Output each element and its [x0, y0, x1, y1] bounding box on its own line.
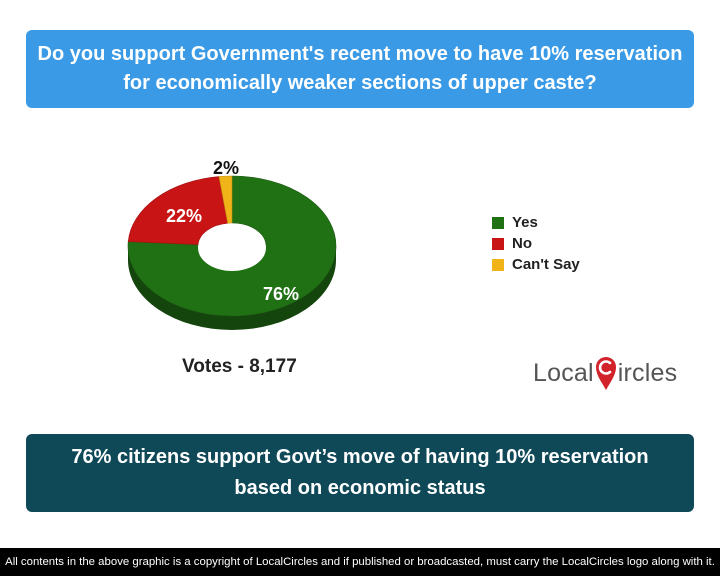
data-label-no: 22% [166, 206, 202, 226]
donut-sides [128, 246, 336, 330]
localcircles-logo: Local ircles [533, 353, 677, 393]
donut-hole [198, 225, 266, 271]
legend-item-no: No [492, 233, 580, 254]
conclusion-banner: 76% citizens support Govt’s move of havi… [26, 434, 694, 512]
legend: Yes No Can't Say [492, 212, 580, 275]
copyright-footer: All contents in the above graphic is a c… [0, 548, 720, 576]
data-label-yes: 76% [263, 284, 299, 304]
data-labels: 76% 22% 2% [166, 158, 299, 304]
conclusion-line-1: 76% citizens support Govt’s move of havi… [71, 446, 649, 468]
question-line-1: Do you support Government's recent move … [37, 43, 683, 65]
conclusion-line-2: based on economic status [234, 477, 486, 499]
legend-label-no: No [512, 235, 532, 252]
legend-label-cant-say: Can't Say [512, 256, 580, 273]
legend-label-yes: Yes [512, 214, 538, 231]
donut-top [127, 175, 337, 317]
votes-count: Votes - 8,177 [182, 356, 297, 377]
logo-text-local: Local [533, 358, 594, 387]
legend-item-cant-say: Can't Say [492, 254, 580, 275]
slice-can-t-say [218, 175, 233, 224]
legend-swatch-yes [492, 216, 504, 229]
data-label-can-t-say: 2% [213, 158, 239, 178]
logo-pin-icon [595, 355, 617, 391]
slice-no [127, 176, 229, 245]
slice-side-yes [128, 246, 336, 330]
legend-item-yes: Yes [492, 212, 580, 233]
question-banner: Do you support Government's recent move … [26, 30, 694, 108]
logo-text-ircles: ircles [617, 358, 678, 387]
question-line-2: for economically weaker sections of uppe… [123, 72, 597, 94]
legend-swatch-no [492, 237, 504, 250]
legend-swatch-cant-say [492, 258, 504, 271]
